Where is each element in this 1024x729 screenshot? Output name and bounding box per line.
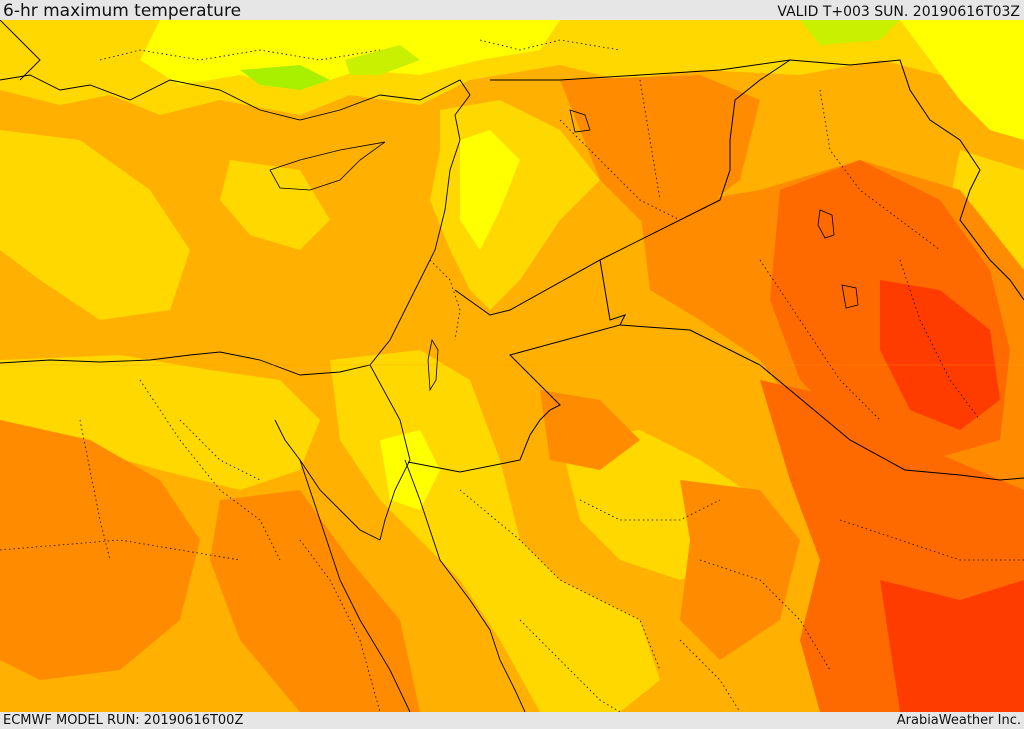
bright-yellow-levant <box>460 130 520 250</box>
lake-iraq-1 <box>817 209 835 239</box>
red-saudi-southeast <box>880 580 1024 712</box>
yellow-med-central <box>220 160 330 250</box>
map-title: 6-hr maximum temperature <box>3 1 242 21</box>
yellow-northeast <box>900 20 1024 140</box>
temperature-map <box>0 20 1024 712</box>
orange-saudi-central <box>680 480 800 660</box>
green-patch-1 <box>240 65 330 90</box>
orange-egypt-west <box>0 420 200 680</box>
credit-label: ArabiaWeather Inc. <box>896 713 1021 728</box>
dead-sea-outline <box>427 338 439 392</box>
lake-iraq-2 <box>841 284 859 309</box>
yellow-egypt-north <box>0 355 320 490</box>
valid-time-label: VALID T+003 SUN. 20190616T03Z <box>777 4 1020 20</box>
orange-jordan-east <box>540 390 640 470</box>
coastlines <box>0 20 526 712</box>
model-run-label: ECMWF MODEL RUN: 20190616T00Z <box>3 713 244 728</box>
cyprus-outline <box>269 141 386 191</box>
orange-syria <box>560 75 760 220</box>
map-canvas <box>0 20 1024 712</box>
green-patch-3 <box>800 20 900 45</box>
green-patch-2 <box>345 45 420 75</box>
red-iraq-south <box>880 280 1000 430</box>
admin-boundaries <box>0 39 1024 712</box>
lake-syria <box>569 109 591 133</box>
yellow-med-west <box>0 130 190 320</box>
footer-bar: ECMWF MODEL RUN: 20190616T00Z ArabiaWeat… <box>0 712 1024 729</box>
header-bar: 6-hr maximum temperature VALID T+003 SUN… <box>0 0 1024 20</box>
orange-egypt-patch <box>40 550 150 670</box>
national-borders <box>407 59 1024 481</box>
orange-egypt-east <box>210 490 420 712</box>
